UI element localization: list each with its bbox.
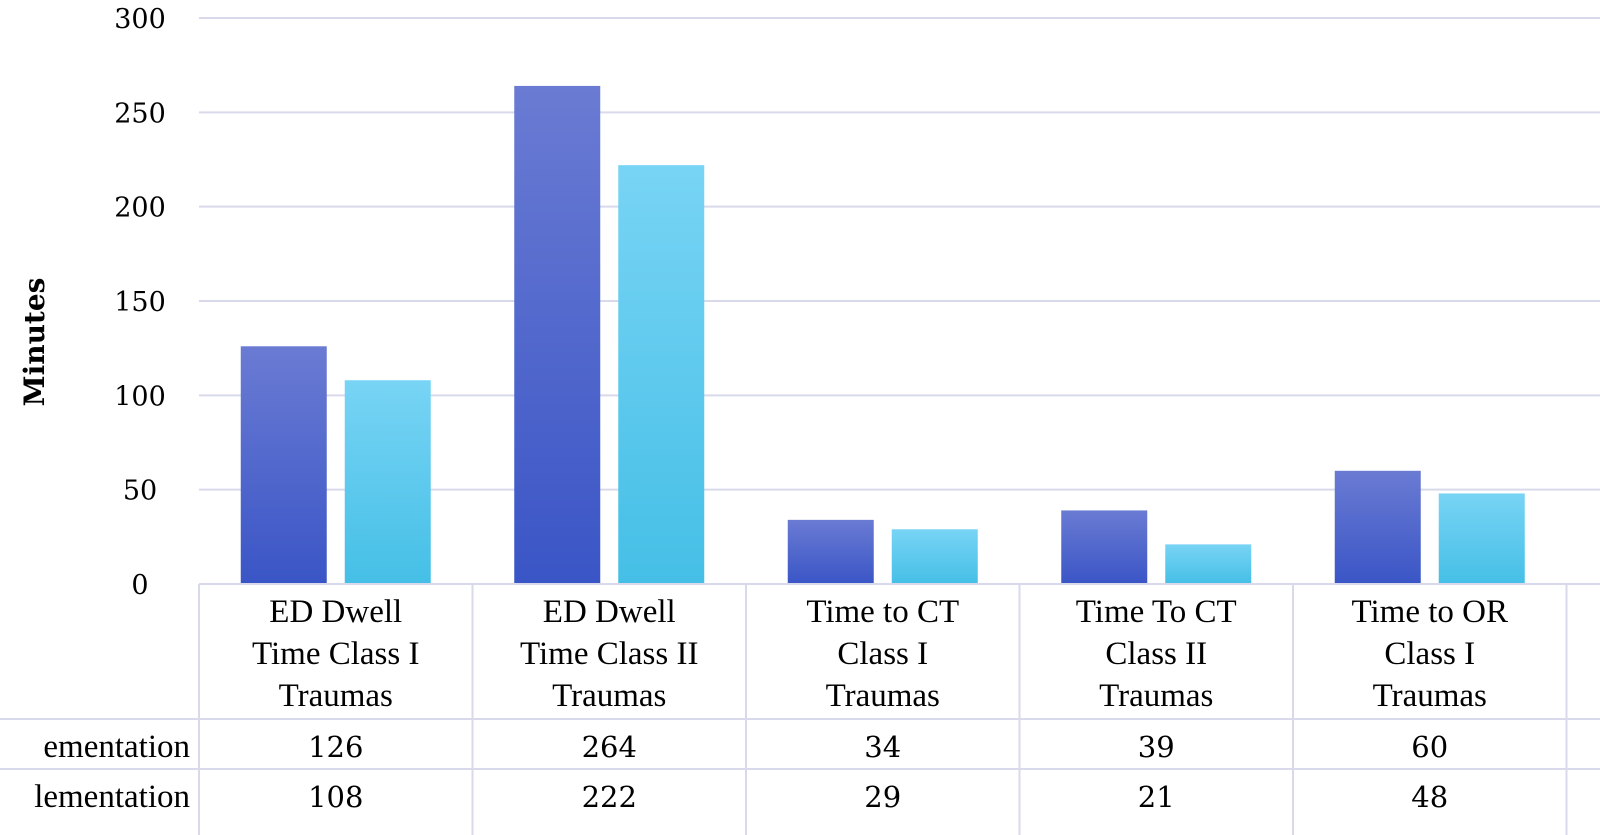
table-cell: 264 xyxy=(582,730,637,764)
bar xyxy=(787,519,874,584)
table-cell: 39 xyxy=(1138,730,1175,764)
category-label: Time To CT Class II Traumas xyxy=(1076,594,1237,714)
bar xyxy=(1165,544,1252,584)
category-label: Time to CT Class I Traumas xyxy=(806,594,959,714)
bar xyxy=(891,529,978,584)
table-cell: 222 xyxy=(582,780,637,814)
table-cell: 108 xyxy=(308,780,363,814)
y-tick-labels: 0 50 100 150 200 250 300 xyxy=(114,4,166,601)
table-cell: 60 xyxy=(1411,730,1448,764)
bar xyxy=(240,346,327,584)
y-tick-label: 0 xyxy=(131,570,148,601)
table-cell: 48 xyxy=(1411,780,1448,814)
category-label: ED Dwell Time Class II Traumas xyxy=(520,594,698,714)
y-tick-label: 200 xyxy=(114,193,166,224)
bars xyxy=(240,85,1525,585)
bar xyxy=(344,380,431,584)
bar xyxy=(1061,510,1148,584)
table-cell: 126 xyxy=(308,730,363,764)
y-axis-label: Minutes xyxy=(18,278,51,407)
y-tick-label: 100 xyxy=(114,381,166,412)
category-label: Time to OR Class I Traumas xyxy=(1352,594,1509,714)
y-tick-label: 150 xyxy=(114,287,166,318)
bar xyxy=(514,85,601,585)
table-row-label: ementation xyxy=(43,729,190,765)
bar xyxy=(1438,493,1525,584)
data-table: ED Dwell Time Class I Traumas ED Dwell Time … xyxy=(0,583,1600,835)
bar xyxy=(1334,470,1421,584)
y-tick-label: 50 xyxy=(123,476,157,507)
table-cell: 34 xyxy=(864,730,901,764)
bar xyxy=(618,165,705,584)
category-label: ED Dwell Time Class I Traumas xyxy=(252,594,419,714)
table-cell: 29 xyxy=(864,780,901,814)
y-tick-label: 300 xyxy=(114,4,166,35)
y-tick-label: 250 xyxy=(114,98,166,129)
table-row-label: lementation xyxy=(34,779,190,815)
table-cell: 21 xyxy=(1138,780,1175,814)
